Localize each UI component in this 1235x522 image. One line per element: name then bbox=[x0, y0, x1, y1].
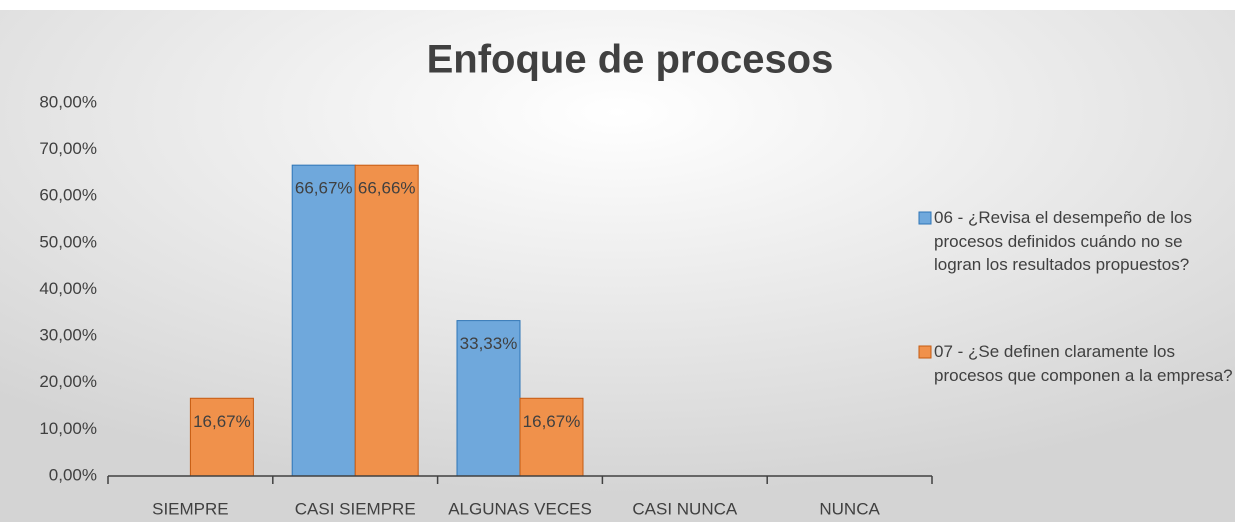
y-tick-label: 80,00% bbox=[39, 92, 97, 111]
y-tick-label: 10,00% bbox=[39, 419, 97, 438]
y-tick-label: 0,00% bbox=[49, 465, 97, 484]
legend-item: 06 - ¿Revisa el desempeño de los proceso… bbox=[934, 208, 1192, 274]
legend-label: 07 - ¿Se definen claramente los procesos… bbox=[934, 342, 1233, 385]
y-tick-label: 30,00% bbox=[39, 326, 97, 345]
bar bbox=[291, 164, 356, 477]
data-label: 16,67% bbox=[193, 412, 251, 431]
data-label: 66,67% bbox=[295, 179, 353, 198]
x-tick-label: CASI SIEMPRE bbox=[295, 499, 416, 518]
bar bbox=[519, 397, 584, 477]
y-tick-label: 20,00% bbox=[39, 372, 97, 391]
y-tick-label: 60,00% bbox=[39, 186, 97, 205]
legend-swatch bbox=[918, 211, 932, 225]
y-tick-label: 50,00% bbox=[39, 232, 97, 251]
data-label: 66,66% bbox=[358, 179, 416, 198]
bar bbox=[354, 164, 419, 477]
legend-swatch bbox=[918, 345, 932, 359]
y-tick-label: 40,00% bbox=[39, 279, 97, 298]
x-tick-label: NUNCA bbox=[819, 499, 880, 518]
data-label: 33,33% bbox=[460, 334, 518, 353]
chart-title: Enfoque de procesos bbox=[427, 38, 834, 82]
bar bbox=[456, 320, 521, 477]
legend-label: 06 - ¿Revisa el desempeño de los proceso… bbox=[934, 208, 1192, 274]
legend-item: 07 - ¿Se definen claramente los procesos… bbox=[934, 342, 1233, 385]
data-label: 16,67% bbox=[523, 412, 581, 431]
x-tick-label: SIEMPRE bbox=[152, 499, 229, 518]
bar bbox=[189, 397, 254, 477]
x-tick-label: CASI NUNCA bbox=[632, 499, 738, 518]
y-tick-label: 70,00% bbox=[39, 139, 97, 158]
x-tick-label: ALGUNAS VECES bbox=[448, 499, 592, 518]
